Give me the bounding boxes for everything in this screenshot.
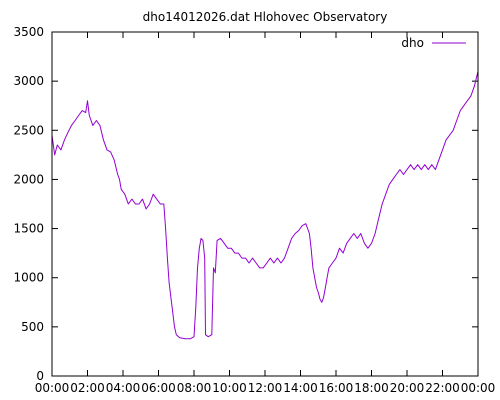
- y-tick-label: 3500: [13, 25, 44, 39]
- y-tick-label: 3000: [13, 74, 44, 88]
- legend-label-dho: dho: [401, 36, 424, 50]
- x-tick-label: 04:00: [106, 381, 141, 395]
- x-axis-ticks: 00:00 02:00 04:00 06:00 08:00 10:00 12:00 14:00…: [35, 32, 496, 395]
- chart-title: dho14012026.dat Hlohovec Observatory: [143, 10, 388, 24]
- x-tick-label: 00:00: [461, 381, 496, 395]
- legend: dho: [401, 36, 466, 50]
- plot-frame: [51, 31, 479, 377]
- y-tick-label: 2000: [13, 172, 44, 186]
- x-tick-label: 22:00: [425, 381, 460, 395]
- x-tick-label: 08:00: [177, 381, 212, 395]
- y-tick-label: 0: [36, 369, 44, 383]
- x-tick-label: 12:00: [248, 381, 283, 395]
- y-axis-ticks: 0 500 1000 1500 2000 2500 3000 3500: [13, 25, 478, 383]
- x-tick-label: 10:00: [212, 381, 247, 395]
- y-tick-label: 1000: [13, 271, 44, 285]
- x-tick-label: 16:00: [319, 381, 354, 395]
- series-layer: [51, 71, 479, 340]
- x-tick-label: 20:00: [390, 381, 425, 395]
- x-tick-label: 00:00: [35, 381, 70, 395]
- x-tick-label: 18:00: [354, 381, 389, 395]
- x-tick-label: 14:00: [283, 381, 318, 395]
- y-tick-label: 500: [21, 320, 44, 334]
- x-tick-label: 02:00: [70, 381, 105, 395]
- y-tick-label: 1500: [13, 222, 44, 236]
- series-line-dho: [51, 71, 479, 340]
- x-tick-label: 06:00: [141, 381, 176, 395]
- y-tick-label: 2500: [13, 123, 44, 137]
